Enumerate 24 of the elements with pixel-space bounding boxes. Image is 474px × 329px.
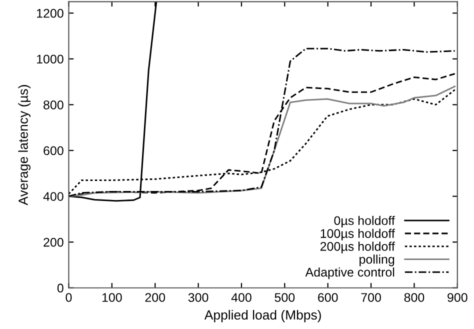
x-tick-label: 900 [448,293,468,302]
legend-label: 0µs holdoff [334,216,395,228]
x-axis-title: Applied load (Mbps) [204,310,321,322]
x-tick-label: 800 [404,293,424,302]
legend-label: 200µs holdoff [320,242,395,254]
y-tick-label: 1200 [37,8,64,18]
y-tick-label: 400 [43,192,64,201]
y-tick-label: 800 [44,100,64,110]
y-tick-label: 1000 [37,54,64,64]
x-tick-label: 400 [231,293,252,302]
y-axis-title: Average latency (µs) [18,85,31,206]
x-tick-label: 300 [188,293,208,302]
x-tick-label: 700 [361,293,381,302]
x-tick-label: 200 [145,293,166,302]
x-tick-label: 0 [66,293,72,302]
y-tick-label: 200 [44,238,64,247]
legend-label: polling [360,254,394,266]
x-tick-label: 100 [102,293,122,302]
y-tick-label: 0 [57,284,64,293]
x-tick-label: 500 [274,293,295,302]
x-tick-label: 600 [318,293,338,302]
y-tick-label: 600 [44,146,64,156]
legend-label: Adaptive control [305,267,394,280]
legend-label: 100µs holdoff [320,228,395,240]
